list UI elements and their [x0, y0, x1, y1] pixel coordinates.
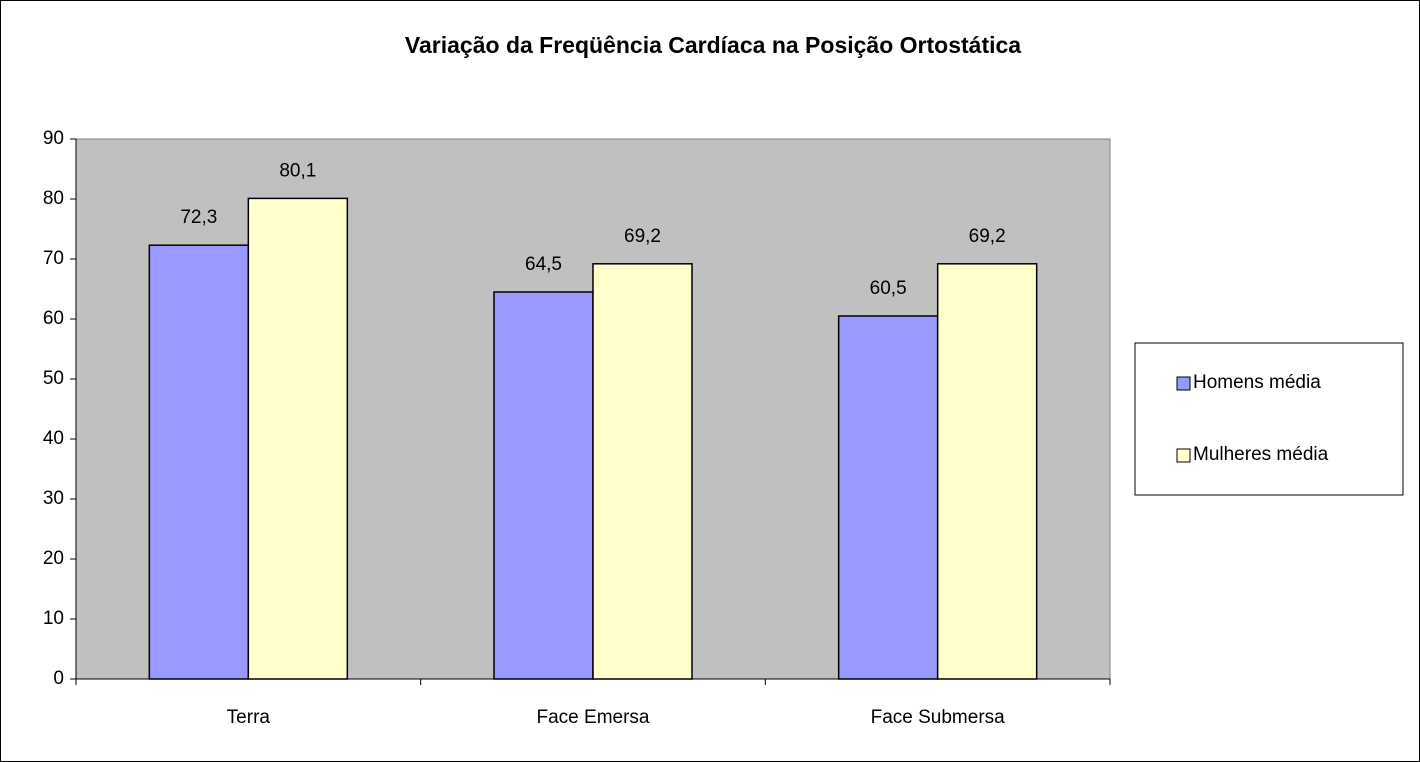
- data-label: 64,5: [525, 254, 562, 275]
- y-tick-label: 10: [43, 608, 64, 629]
- bar: [148, 244, 250, 680]
- x-tick-label: Face Emersa: [537, 707, 650, 728]
- y-tick-label: 20: [43, 548, 64, 569]
- data-label: 72,3: [180, 207, 217, 228]
- y-tick-label: 60: [43, 308, 64, 329]
- bar: [247, 197, 349, 680]
- x-tick-label: Face Submersa: [871, 707, 1006, 728]
- y-tick-label: 80: [43, 188, 64, 209]
- bar: [493, 291, 594, 680]
- y-tick-label: 90: [43, 128, 64, 149]
- legend-swatch: [1176, 376, 1191, 391]
- data-label: 69,2: [969, 226, 1006, 247]
- y-tick-label: 70: [43, 248, 64, 269]
- y-tick-label: 40: [43, 428, 64, 449]
- y-tick-label: 0: [53, 668, 64, 689]
- y-tick-label: 30: [43, 488, 64, 509]
- chart-title: Variação da Freqüência Cardíaca na Posiç…: [405, 32, 1021, 58]
- legend-box: [1134, 342, 1404, 496]
- y-tick-label: 50: [43, 368, 64, 389]
- bar: [837, 315, 939, 680]
- legend-swatch: [1176, 448, 1191, 463]
- legend-label: Homens média: [1193, 372, 1321, 393]
- data-label: 60,5: [870, 278, 907, 299]
- x-tick-label: Terra: [227, 707, 271, 728]
- bar: [936, 263, 1038, 680]
- data-label: 80,1: [279, 160, 316, 181]
- bar: [592, 263, 693, 680]
- legend-label: Mulheres média: [1193, 444, 1329, 465]
- data-label: 69,2: [624, 226, 661, 247]
